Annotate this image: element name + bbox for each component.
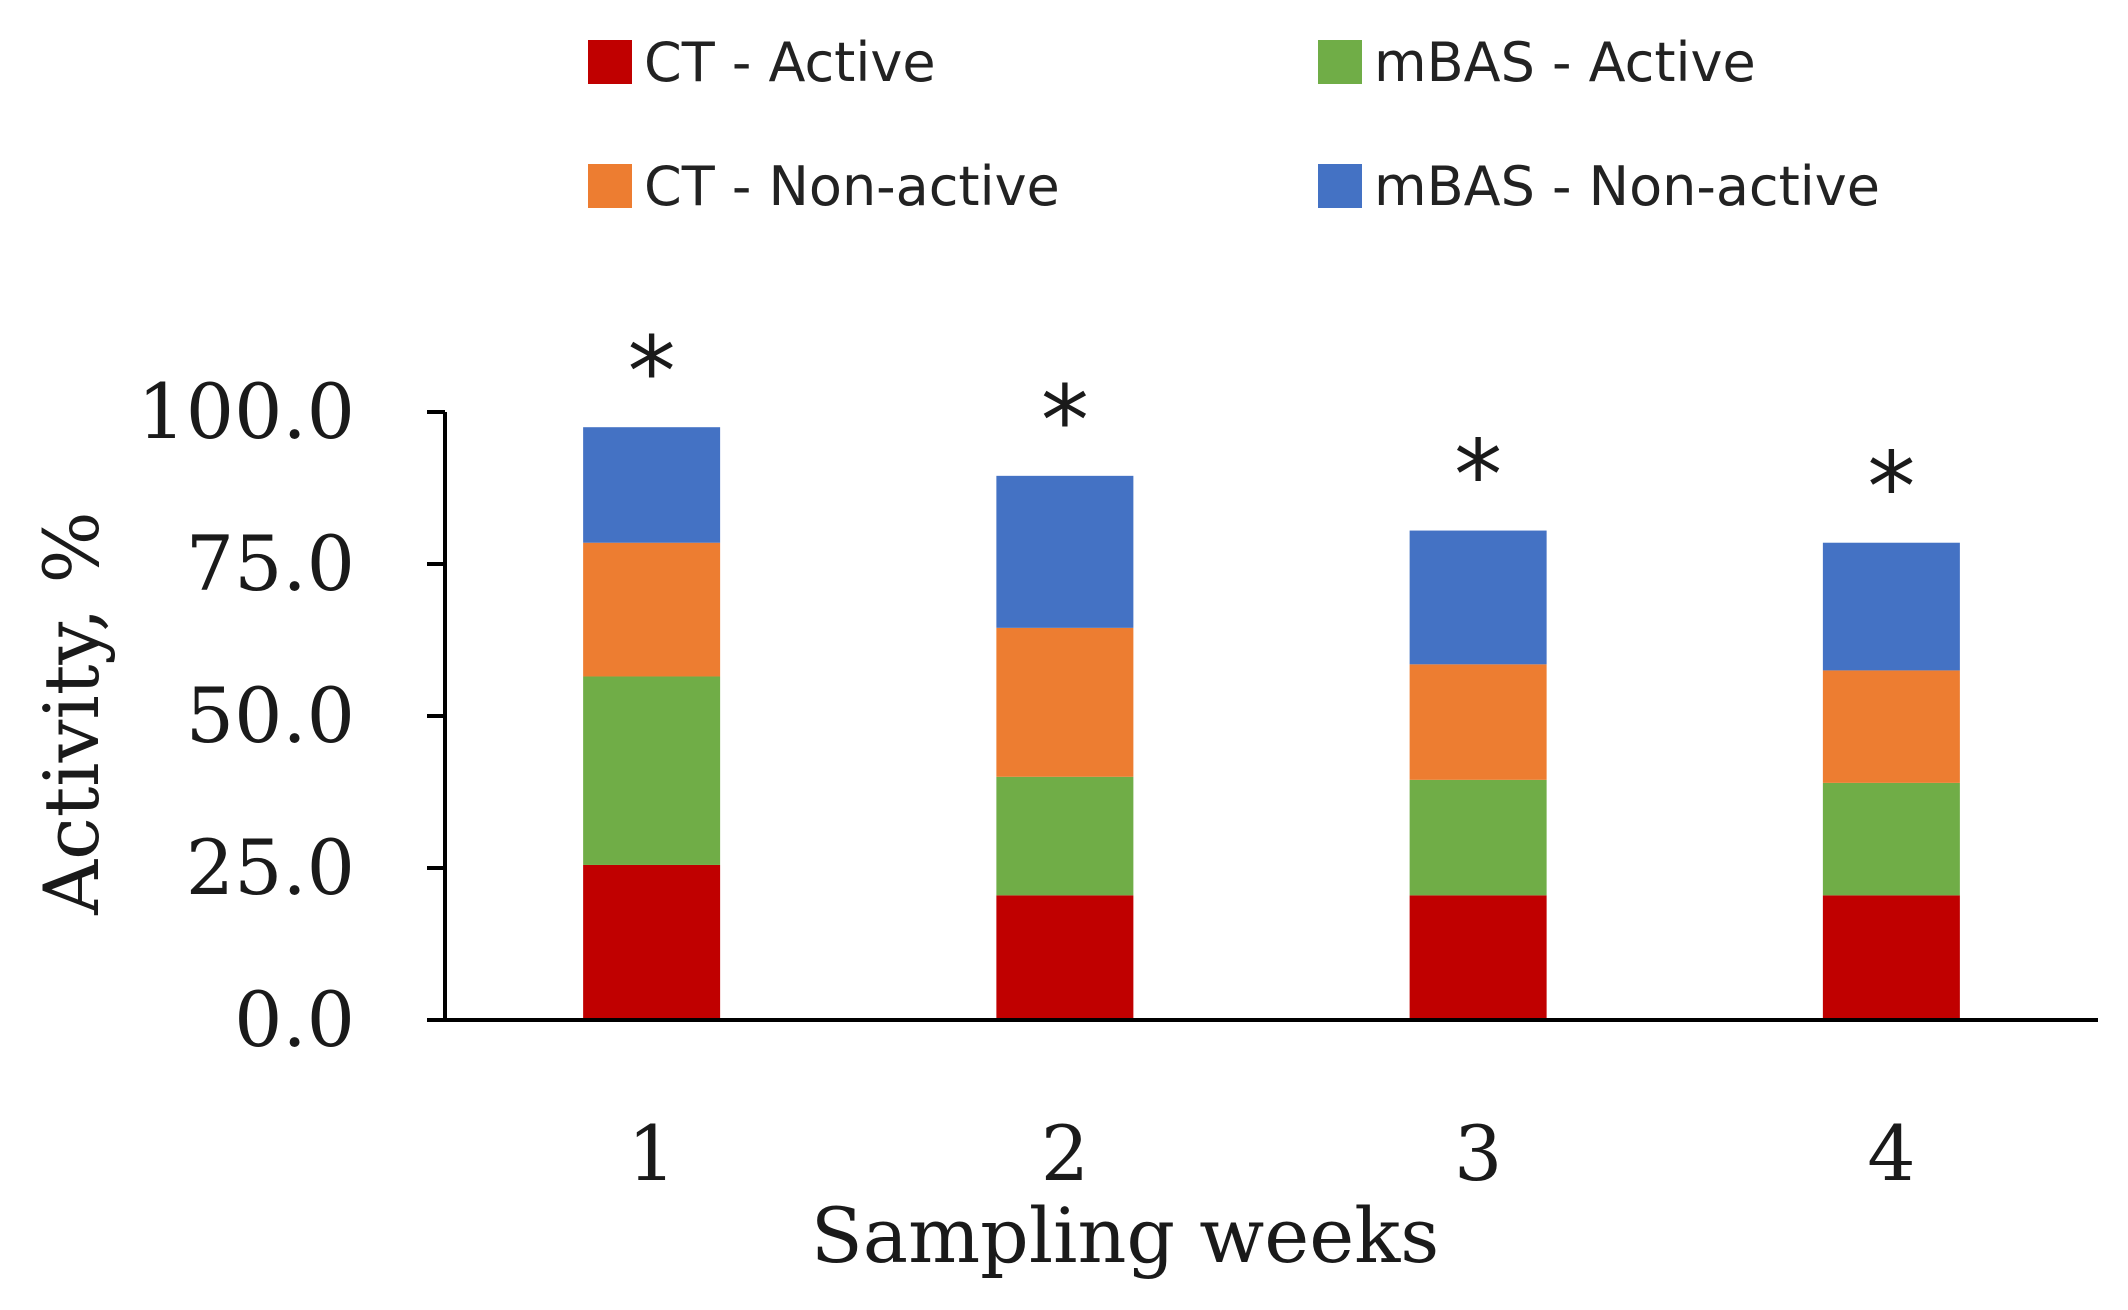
x-tick-label: 4 bbox=[1867, 1109, 1915, 1198]
y-tick-label: 75.0 bbox=[186, 519, 355, 608]
legend-swatch bbox=[588, 40, 632, 84]
bar-segment bbox=[1822, 670, 1960, 783]
bar-segment bbox=[996, 776, 1134, 896]
significance-asterisk: * bbox=[1867, 432, 1915, 544]
bar-segment bbox=[996, 627, 1134, 777]
y-tick-label: 0.0 bbox=[234, 975, 355, 1064]
legend-swatch bbox=[1318, 40, 1362, 84]
bar-segment bbox=[1409, 895, 1547, 1020]
legend-swatch bbox=[588, 164, 632, 208]
bar-segment bbox=[583, 864, 721, 1020]
legend-label: mBAS - Non-active bbox=[1374, 155, 1880, 218]
y-tick-label: 50.0 bbox=[186, 671, 355, 760]
x-tick-label: 1 bbox=[627, 1109, 675, 1198]
bar-segment bbox=[1822, 895, 1960, 1020]
significance-asterisk: * bbox=[628, 316, 676, 428]
x-axis-title: Sampling weeks bbox=[811, 1191, 1440, 1280]
significance-asterisk: * bbox=[1041, 365, 1089, 477]
legend-swatch bbox=[1318, 164, 1362, 208]
legend-label: mBAS - Active bbox=[1374, 31, 1756, 94]
bar-segment bbox=[1822, 542, 1960, 671]
bar-segment bbox=[1822, 782, 1960, 896]
x-tick-label: 2 bbox=[1041, 1109, 1089, 1198]
significance-asterisk: * bbox=[1454, 420, 1502, 532]
bar-segment bbox=[1409, 530, 1547, 665]
bar-segment bbox=[583, 676, 721, 865]
bar-segment bbox=[583, 542, 721, 677]
bars bbox=[583, 427, 1960, 1020]
y-tick-label: 100.0 bbox=[137, 367, 355, 456]
bar-segment bbox=[1409, 664, 1547, 780]
x-tick-label: 3 bbox=[1454, 1109, 1502, 1198]
bar-segment bbox=[996, 475, 1134, 628]
bar-segment bbox=[1409, 779, 1547, 896]
y-axis-ticks: 0.0 25.0 50.0 75.0 100.0 bbox=[137, 367, 445, 1064]
bar-segment bbox=[996, 895, 1134, 1020]
bar-segment bbox=[583, 427, 721, 543]
legend-label: CT - Active bbox=[644, 31, 936, 94]
y-axis-title: Activity, % bbox=[27, 511, 116, 915]
legend-label: CT - Non-active bbox=[644, 155, 1060, 218]
significance-markers: * * * * bbox=[628, 316, 1916, 544]
y-tick-label: 25.0 bbox=[186, 823, 355, 912]
legend: CT - Active mBAS - Active CT - Non-active m… bbox=[588, 31, 1880, 218]
x-axis-ticks: 1 2 3 4 bbox=[627, 1109, 1915, 1198]
